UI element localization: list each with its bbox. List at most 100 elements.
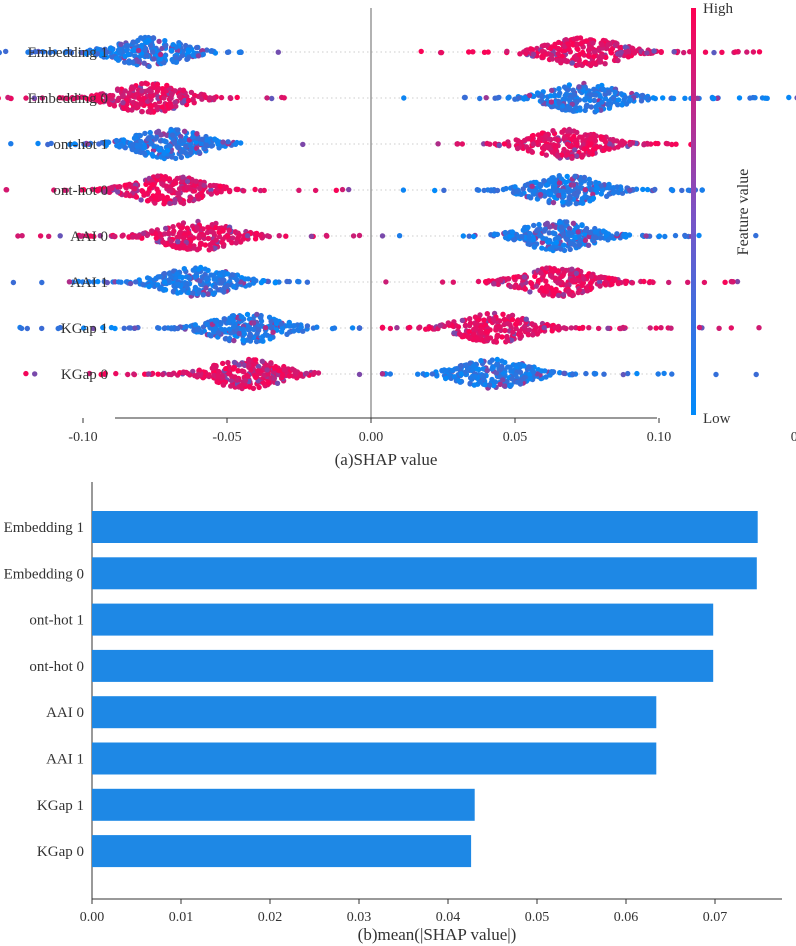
shap-point (534, 371, 541, 377)
shap-point (466, 49, 472, 55)
shap-point (103, 142, 109, 149)
shap-point (246, 362, 252, 369)
shap-point (541, 178, 548, 184)
bar (92, 557, 757, 590)
shap-point (586, 325, 592, 331)
shap-point (474, 187, 480, 193)
shap-point (224, 271, 231, 277)
shap-point (567, 291, 573, 297)
shap-point (505, 95, 511, 101)
shap-point (530, 236, 537, 243)
shap-point (281, 367, 288, 373)
shap-point (216, 233, 223, 240)
shap-point (227, 335, 233, 342)
shap-point (79, 94, 85, 100)
shap-point (548, 52, 555, 59)
shap-point (132, 186, 138, 192)
shap-point (188, 145, 195, 151)
shap-point (575, 188, 581, 195)
shap-point (565, 41, 572, 47)
shap-point (562, 57, 568, 63)
shap-point (226, 326, 233, 332)
shap-point (271, 375, 278, 381)
shap-point (177, 138, 183, 144)
shap-point (484, 311, 490, 317)
shap-point (239, 314, 245, 320)
shap-point (246, 358, 252, 364)
shap-point (107, 92, 114, 99)
feature-label: Embedding 1 (28, 45, 108, 61)
shap-point (122, 88, 128, 94)
shap-point (497, 366, 504, 373)
shap-point (569, 277, 575, 283)
shap-point (98, 51, 105, 57)
shap-point (538, 182, 544, 188)
shap-point (200, 232, 207, 238)
shap-point (552, 93, 558, 99)
shap-point (456, 378, 462, 384)
shap-point (202, 242, 209, 248)
x-tick-label: 0.04 (436, 910, 461, 925)
shap-point (592, 229, 599, 235)
shap-point (552, 142, 559, 149)
shap-point (379, 233, 386, 239)
shap-point (266, 314, 273, 320)
shap-point (541, 189, 548, 195)
shap-point (212, 245, 218, 251)
shap-point (350, 233, 357, 239)
x-tick-label: 0.00 (80, 910, 105, 925)
shap-point (501, 383, 508, 389)
shap-point (140, 230, 147, 237)
shap-point (186, 97, 192, 104)
shap-point (520, 227, 526, 233)
shap-point (203, 285, 209, 291)
shap-point (604, 231, 610, 238)
shap-point (556, 173, 562, 179)
shap-point (63, 48, 69, 55)
shap-point (272, 280, 278, 286)
shap-point (530, 51, 537, 57)
shap-point (583, 370, 589, 377)
shap-point (489, 357, 495, 363)
shap-point (180, 87, 187, 93)
shap-point (267, 336, 273, 342)
shap-point (133, 148, 139, 155)
shap-point (611, 185, 617, 191)
shap-point (467, 320, 474, 326)
shap-point (139, 81, 145, 87)
shap-point (722, 279, 728, 285)
shap-point (459, 141, 465, 147)
shap-point (130, 142, 136, 148)
shap-point (231, 284, 237, 290)
shap-point (507, 364, 513, 370)
shap-point (682, 95, 688, 102)
x-tick-label: 0.15 (791, 430, 796, 445)
shap-point (180, 370, 187, 376)
shap-point (164, 183, 170, 189)
shap-point (281, 95, 287, 101)
shap-point (228, 383, 234, 389)
shap-point (129, 107, 135, 113)
shap-point (142, 130, 148, 137)
shap-point (177, 229, 184, 235)
shap-point (565, 188, 571, 195)
shap-point (549, 149, 555, 155)
shap-point (140, 189, 146, 195)
shap-point (148, 94, 154, 100)
shap-point (566, 225, 573, 232)
shap-point (283, 233, 289, 239)
shap-point (531, 222, 537, 229)
shap-point (606, 89, 612, 95)
shap-point (668, 325, 674, 331)
shap-point (151, 56, 157, 62)
shap-point (287, 329, 293, 335)
shap-point (268, 325, 274, 331)
shap-point (630, 45, 636, 52)
shap-point (517, 51, 523, 57)
shap-point (48, 140, 54, 147)
shap-point (151, 84, 157, 91)
shap-point (66, 279, 73, 285)
shap-point (484, 140, 490, 147)
x-axis-ticks: 0.00 0.01 0.02 0.03 0.04 0.05 0.06 0.07 (80, 899, 727, 925)
